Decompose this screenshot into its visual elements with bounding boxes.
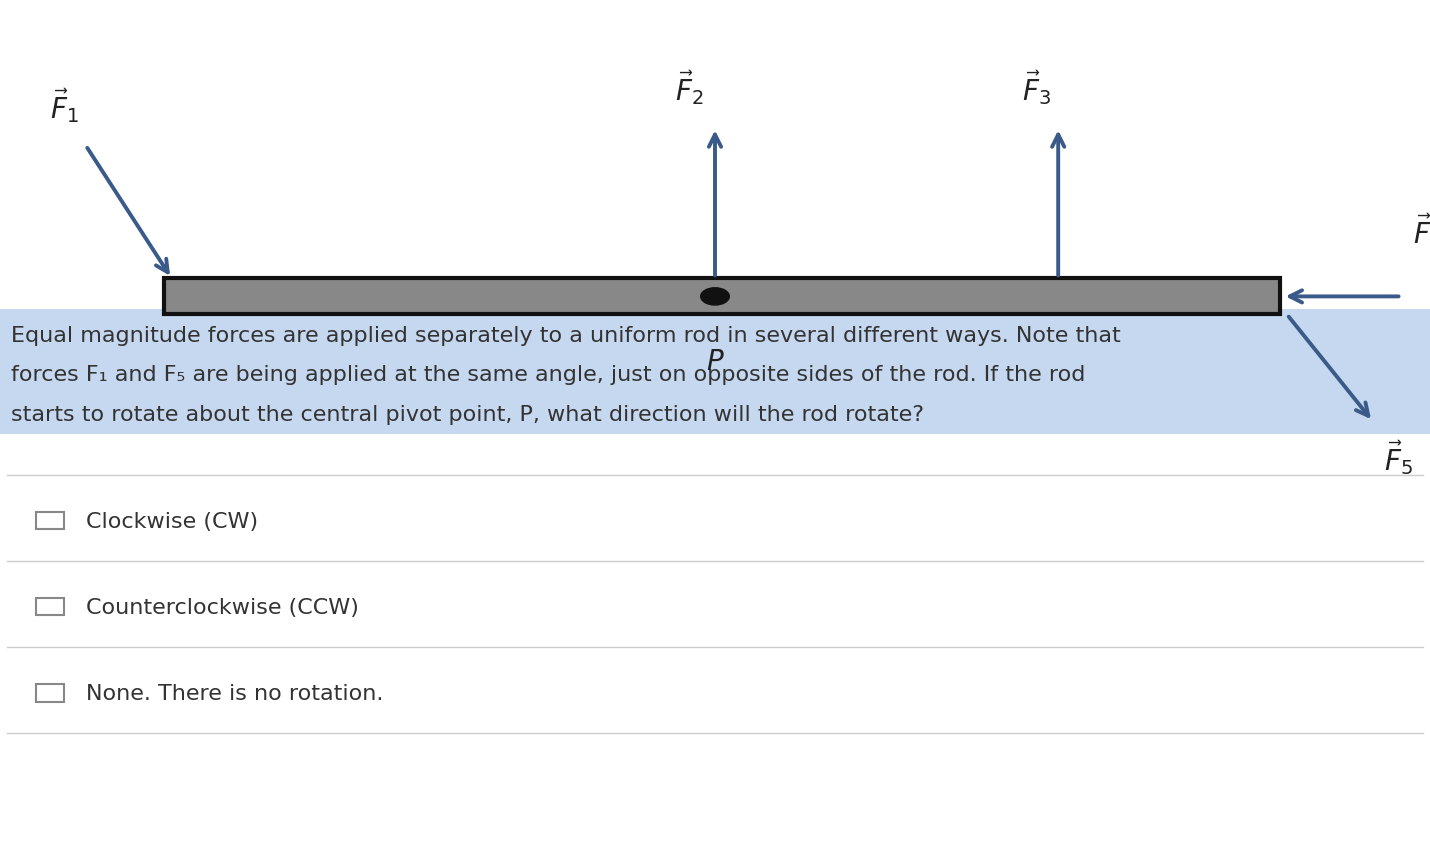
Text: $\vec{F}_4$: $\vec{F}_4$ <box>1413 211 1430 250</box>
Bar <box>36 598 64 616</box>
Text: $P$: $P$ <box>705 348 725 375</box>
Bar <box>0 310 1430 435</box>
Bar <box>36 512 64 530</box>
Text: Clockwise (CW): Clockwise (CW) <box>86 511 257 531</box>
Text: forces F₁ and F₅ are being applied at the same angle, just on opposite sides of : forces F₁ and F₅ are being applied at th… <box>11 365 1085 385</box>
Text: Counterclockwise (CCW): Counterclockwise (CCW) <box>86 597 359 617</box>
Text: $\vec{F}_3$: $\vec{F}_3$ <box>1022 68 1051 107</box>
Text: $\vec{F}_5$: $\vec{F}_5$ <box>1384 437 1413 476</box>
Text: starts to rotate about the central pivot point, P, what direction will the rod r: starts to rotate about the central pivot… <box>11 405 924 424</box>
Text: $\vec{F}_2$: $\vec{F}_2$ <box>675 68 704 107</box>
Text: $\vec{F}_1$: $\vec{F}_1$ <box>50 86 79 125</box>
Bar <box>36 684 64 702</box>
Text: None. There is no rotation.: None. There is no rotation. <box>86 683 383 703</box>
Bar <box>164 279 1280 315</box>
Circle shape <box>701 288 729 306</box>
Text: Equal magnitude forces are applied separately to a uniform rod in several differ: Equal magnitude forces are applied separ… <box>11 325 1121 345</box>
